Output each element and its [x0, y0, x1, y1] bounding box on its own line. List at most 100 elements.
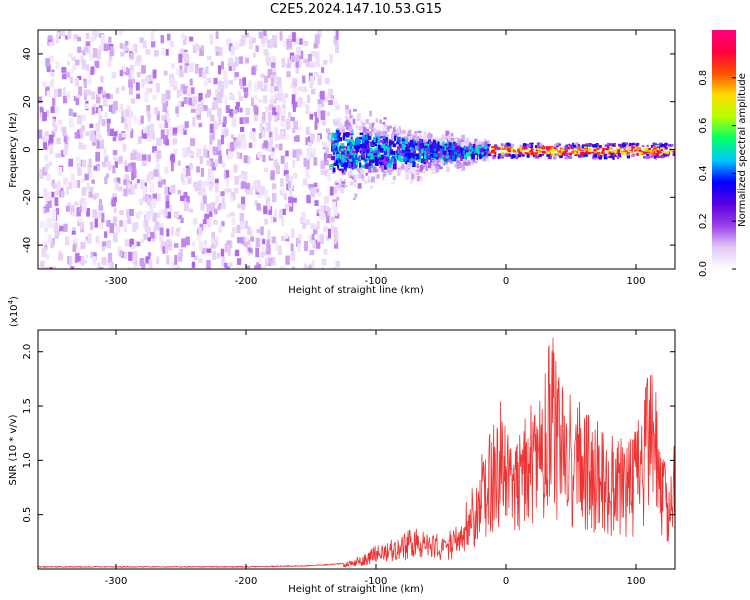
heatmap-cell [313, 157, 318, 166]
heatmap-cell [137, 136, 142, 144]
heatmap-cell [456, 163, 461, 169]
heatmap-cell [245, 155, 251, 164]
heatmap-cell [279, 208, 283, 217]
heatmap-cell [506, 147, 510, 151]
heatmap-cell [251, 37, 256, 43]
heatmap-cell [257, 80, 263, 90]
heatmap-cell [363, 179, 368, 184]
heatmap-cell [216, 252, 220, 259]
heatmap-cell [249, 36, 253, 41]
heatmap-cell [135, 212, 141, 219]
heatmap-cell [252, 52, 257, 58]
heatmap-cell [268, 103, 274, 111]
heatmap-cell [271, 192, 277, 203]
heatmap-cell [166, 239, 172, 244]
heatmap-cell [379, 119, 382, 124]
heatmap-cell [486, 155, 490, 162]
heatmap-cell [141, 65, 146, 74]
heatmap-cell [229, 93, 235, 100]
heatmap-cell [551, 149, 556, 152]
heatmap-cell [186, 195, 190, 204]
heatmap-cell [306, 194, 311, 204]
x-tick-label: -200 [235, 576, 258, 587]
heatmap-cell [334, 148, 338, 153]
heatmap-cell [181, 148, 186, 154]
heatmap-cell [593, 154, 597, 158]
heatmap-cell [104, 155, 109, 163]
heatmap-cell [102, 241, 107, 247]
heatmap-cell [393, 160, 397, 164]
heatmap-cell [264, 167, 269, 173]
heatmap-cell [372, 122, 375, 125]
heatmap-cell [298, 96, 303, 103]
heatmap-cell [666, 151, 670, 154]
heatmap-cell [158, 223, 164, 228]
heatmap-cell [177, 252, 183, 262]
heatmap-cell [343, 150, 347, 155]
heatmap-cell [129, 53, 134, 60]
heatmap-cell [237, 258, 242, 265]
heatmap-cell [338, 127, 342, 132]
heatmap-cell [648, 150, 652, 152]
heatmap-cell [397, 172, 400, 176]
heatmap-cell [512, 149, 516, 152]
heatmap-cell [453, 141, 457, 145]
heatmap-cell [407, 163, 411, 168]
heatmap-cell [303, 59, 309, 64]
heatmap-cell [191, 261, 196, 268]
heatmap-cell [76, 180, 80, 188]
heatmap-cell [136, 71, 141, 78]
heatmap-cell [632, 142, 635, 145]
heatmap-cell [443, 150, 447, 155]
heatmap-cell [655, 149, 659, 153]
heatmap-cell [417, 130, 422, 134]
heatmap-cell [71, 56, 76, 61]
heatmap-cell [100, 34, 105, 41]
heatmap-cell [386, 154, 390, 159]
heatmap-cell [175, 68, 181, 76]
heatmap-cell [303, 40, 309, 46]
heatmap-cell [315, 115, 319, 124]
heatmap-cell [389, 125, 392, 129]
heatmap-cell [484, 152, 489, 156]
heatmap-cell [271, 183, 277, 190]
heatmap-cell [242, 77, 247, 86]
heatmap-cell [275, 105, 281, 113]
heatmap-cell [212, 146, 218, 152]
heatmap-cell [406, 149, 411, 153]
heatmap-cell [115, 177, 121, 184]
heatmap-cell [52, 266, 57, 269]
heatmap-cell [662, 153, 667, 157]
heatmap-cell [228, 150, 233, 159]
heatmap-cell [170, 77, 175, 88]
heatmap-x-label: Height of straight line (km) [288, 285, 424, 296]
heatmap-cell [371, 144, 375, 148]
heatmap-cell [162, 103, 168, 113]
heatmap-cell [60, 150, 65, 157]
heatmap-cell [111, 193, 117, 200]
heatmap-cell [497, 147, 501, 150]
heatmap-cell [132, 251, 138, 260]
heatmap-cell [337, 135, 340, 138]
heatmap-cell [66, 91, 71, 100]
heatmap-cell [112, 136, 117, 142]
heatmap-cell [184, 174, 189, 179]
heatmap-cell [592, 156, 597, 160]
heatmap-cell [616, 148, 619, 151]
heatmap-cell [303, 157, 307, 167]
heatmap-cell [101, 212, 105, 223]
heatmap-cell [653, 155, 656, 159]
heatmap-cell [631, 154, 635, 157]
heatmap-cell [373, 128, 377, 134]
y-tick-label: -40 [22, 237, 33, 253]
heatmap-cell [625, 153, 629, 156]
heatmap-cell [180, 217, 184, 224]
heatmap-y-label: Frequency (Hz) [8, 112, 19, 188]
heatmap-cell [401, 152, 405, 157]
heatmap-cell [221, 197, 225, 205]
heatmap-cell [313, 111, 319, 117]
heatmap-cell [230, 134, 234, 139]
heatmap-cell [425, 149, 429, 154]
heatmap-cell [141, 129, 145, 139]
